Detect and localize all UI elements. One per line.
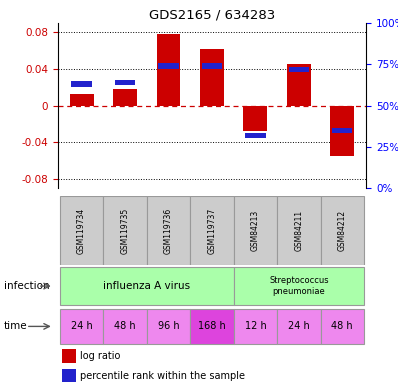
- Bar: [147, 309, 190, 344]
- Text: GSM119737: GSM119737: [207, 207, 217, 253]
- Bar: [234, 267, 364, 305]
- Text: 96 h: 96 h: [158, 321, 179, 331]
- Bar: [330, 106, 354, 156]
- Bar: [320, 309, 364, 344]
- Bar: [103, 309, 147, 344]
- Bar: [62, 349, 76, 363]
- Text: time: time: [4, 321, 27, 331]
- Bar: [190, 196, 234, 265]
- Text: GSM119734: GSM119734: [77, 207, 86, 253]
- Text: GSM84212: GSM84212: [338, 210, 347, 251]
- Bar: [60, 196, 103, 265]
- Bar: [200, 49, 224, 106]
- Text: GSM119735: GSM119735: [121, 207, 129, 253]
- Text: GSM84211: GSM84211: [295, 210, 303, 251]
- Bar: [72, 81, 92, 87]
- Bar: [60, 267, 234, 305]
- Bar: [147, 196, 190, 265]
- Bar: [190, 309, 234, 344]
- Text: influenza A virus: influenza A virus: [103, 281, 190, 291]
- Text: GSM119736: GSM119736: [164, 207, 173, 253]
- Bar: [62, 369, 76, 382]
- Text: 48 h: 48 h: [332, 321, 353, 331]
- Bar: [158, 63, 179, 69]
- Bar: [115, 80, 135, 85]
- Text: 48 h: 48 h: [114, 321, 136, 331]
- Bar: [113, 89, 137, 106]
- Bar: [332, 127, 352, 133]
- Bar: [244, 106, 267, 131]
- Text: 12 h: 12 h: [244, 321, 266, 331]
- Bar: [103, 196, 147, 265]
- Text: 168 h: 168 h: [198, 321, 226, 331]
- Bar: [277, 309, 320, 344]
- Bar: [245, 132, 265, 138]
- Bar: [234, 196, 277, 265]
- Bar: [234, 309, 277, 344]
- Text: 24 h: 24 h: [288, 321, 310, 331]
- Text: percentile rank within the sample: percentile rank within the sample: [80, 371, 245, 381]
- Text: 24 h: 24 h: [71, 321, 92, 331]
- Text: log ratio: log ratio: [80, 351, 120, 361]
- Bar: [287, 65, 311, 106]
- Bar: [60, 309, 103, 344]
- Text: GSM84213: GSM84213: [251, 210, 260, 251]
- Bar: [277, 196, 320, 265]
- Bar: [289, 66, 309, 72]
- Bar: [70, 94, 94, 106]
- Text: Streptococcus
pneumoniae: Streptococcus pneumoniae: [269, 276, 329, 296]
- Text: infection: infection: [4, 281, 50, 291]
- Bar: [320, 196, 364, 265]
- Bar: [202, 63, 222, 69]
- Bar: [156, 34, 180, 106]
- Title: GDS2165 / 634283: GDS2165 / 634283: [149, 9, 275, 22]
